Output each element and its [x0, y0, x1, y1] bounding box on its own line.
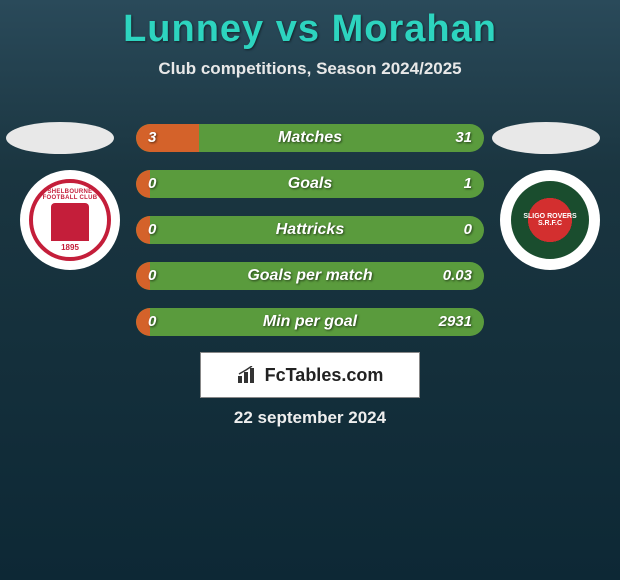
- page-title: Lunney vs Morahan: [0, 0, 620, 51]
- stat-bar-hattricks: 0Hattricks0: [136, 216, 484, 244]
- shelbourne-crest-icon: SHELBOURNE FOOTBALL CLUB 1895: [29, 179, 111, 261]
- badge-right-text: SLIGO ROVERS S.R.F.C: [511, 213, 589, 227]
- stat-value-right: 31: [455, 124, 472, 152]
- badge-left-text: SHELBOURNE FOOTBALL CLUB: [33, 189, 107, 201]
- stat-value-left: 0: [148, 216, 156, 244]
- stat-label: Min per goal: [136, 308, 484, 336]
- stat-value-left: 0: [148, 262, 156, 290]
- branding-box[interactable]: FcTables.com: [200, 352, 420, 398]
- page-subtitle: Club competitions, Season 2024/2025: [0, 59, 620, 79]
- team-badge-right: SLIGO ROVERS S.R.F.C: [500, 170, 600, 270]
- stat-bar-goals-per-match: 0Goals per match0.03: [136, 262, 484, 290]
- stat-value-left: 0: [148, 308, 156, 336]
- stat-label: Hattricks: [136, 216, 484, 244]
- stat-value-right: 1: [464, 170, 472, 198]
- player-photo-left-placeholder: [6, 122, 114, 154]
- stat-value-right: 0.03: [443, 262, 472, 290]
- branding-text: FcTables.com: [265, 365, 384, 386]
- stat-label: Goals per match: [136, 262, 484, 290]
- stat-label: Goals: [136, 170, 484, 198]
- sligo-rovers-crest-icon: SLIGO ROVERS S.R.F.C: [509, 179, 591, 261]
- badge-left-year: 1895: [61, 243, 79, 252]
- stat-value-left: 0: [148, 170, 156, 198]
- stat-value-right: 0: [464, 216, 472, 244]
- stats-bars-container: 3Matches310Goals10Hattricks00Goals per m…: [136, 124, 484, 354]
- stat-bar-matches: 3Matches31: [136, 124, 484, 152]
- stat-label: Matches: [136, 124, 484, 152]
- date-text: 22 september 2024: [0, 408, 620, 428]
- stat-value-left: 3: [148, 124, 156, 152]
- player-photo-right-placeholder: [492, 122, 600, 154]
- stat-bar-min-per-goal: 0Min per goal2931: [136, 308, 484, 336]
- castle-icon: [51, 203, 89, 241]
- stat-bar-goals: 0Goals1: [136, 170, 484, 198]
- team-badge-left: SHELBOURNE FOOTBALL CLUB 1895: [20, 170, 120, 270]
- chart-icon: [237, 366, 259, 384]
- stat-value-right: 2931: [439, 308, 472, 336]
